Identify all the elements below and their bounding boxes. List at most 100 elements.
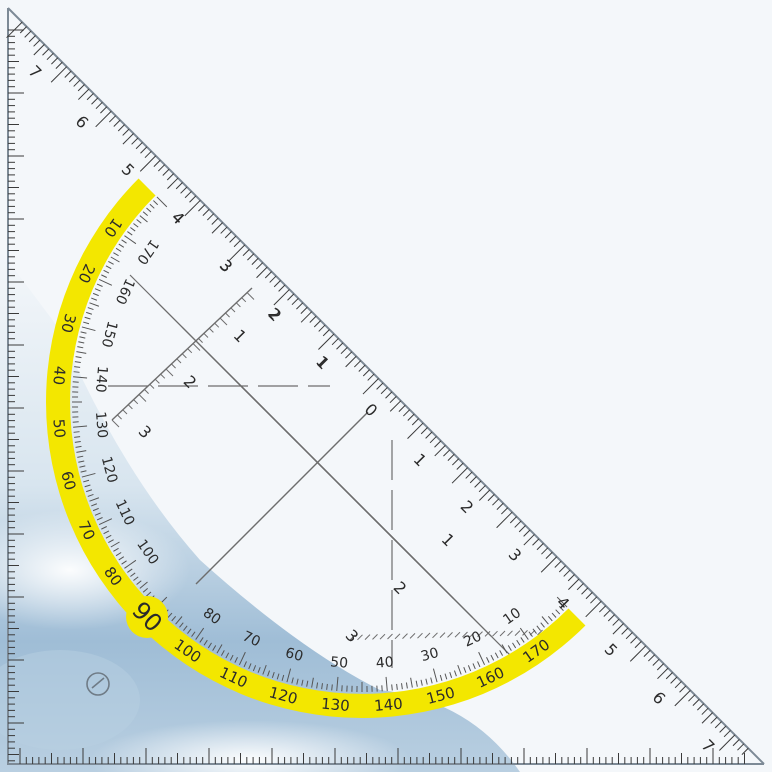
hypotenuse-tick [429,436,437,444]
protractor-tick [130,572,136,577]
protractor-tick [507,645,512,651]
protractor-tick [536,625,541,631]
hypotenuse-tick [184,191,192,199]
hypotenuse-tick [688,694,696,702]
protractor-tick [115,247,122,252]
hypotenuse-tick [536,542,544,551]
hypotenuse-tick [692,698,700,706]
hypotenuse-tick [563,569,571,577]
hypotenuse-tick [496,502,504,510]
hypotenuse-tick [657,667,669,680]
hypotenuse-tick [362,378,379,395]
hypotenuse-tick [532,538,540,546]
hypotenuse-tick [420,427,428,435]
hypotenuse-tick [492,498,500,506]
protractor-tick [547,616,553,622]
hypotenuse-tick [367,373,375,381]
protractor-tick [551,612,557,618]
hypotenuse-tick [425,431,433,439]
protractor-tick [98,278,113,286]
hypotenuse-tick [478,489,491,501]
hypotenuse-tick [300,311,313,323]
protractor-inner-label: 50 [330,654,349,671]
protractor-tick [127,568,133,573]
hypotenuse-tick [247,253,255,261]
protractor-tick [501,644,508,654]
protractor-tick [115,552,122,557]
protractor-tick [187,628,192,634]
protractor-tick [331,684,333,691]
protractor-tick [316,682,319,689]
hypotenuse-tick [28,35,36,43]
protractor-tick [73,371,80,373]
protractor-tick [243,661,247,668]
protractor-tick [113,252,119,257]
protractor-tick [179,622,184,628]
hypotenuse-tick [741,747,749,755]
protractor-tick [385,676,388,691]
protractor-tick [477,661,481,668]
protractor-tick [541,616,549,625]
protractor-tick [306,680,309,687]
hypotenuse-tick [665,672,673,680]
protractor-tick [139,581,148,589]
hypotenuse-tick [73,79,81,87]
hypotenuse-tick [331,338,339,346]
hypotenuse-tick [135,142,143,150]
hypotenuse-tick [269,275,277,283]
protractor-tick [92,507,99,512]
hypotenuse-tick [612,618,620,626]
hypotenuse-tick [487,493,495,502]
protractor-tick [74,441,81,443]
hypotenuse-tick [117,124,125,132]
protractor-tick [336,676,339,691]
protractor-tick [103,530,110,535]
hypotenuse-tick [336,342,344,350]
hypotenuse-tick [389,400,402,412]
protractor-tick [86,311,93,315]
hypotenuse-tick [33,44,45,56]
protractor-tick [78,460,85,463]
hypotenuse-tick [139,155,157,172]
protractor-tick [457,664,462,675]
hypotenuse-tick [674,690,691,707]
protractor-tick [136,580,142,585]
hypotenuse-tick [585,600,602,618]
protractor-tick [199,637,204,643]
logo-icon [86,672,110,696]
hypotenuse-tick [175,182,183,190]
protractor-tick [439,674,443,681]
protractor-tick [124,559,137,569]
protractor-outer-label: 30 [57,312,79,335]
protractor-tick [89,302,100,307]
protractor-tick [80,470,87,473]
hypotenuse-tick [46,52,54,61]
protractor-tick [98,518,113,526]
protractor-tick [153,200,159,206]
hypotenuse-tick [273,280,281,288]
hypotenuse-tick [358,364,366,372]
protractor-tick [83,321,90,325]
protractor-tick [110,256,120,263]
protractor-tick [105,534,112,539]
protractor-tick [146,207,152,213]
protractor-tick [449,671,453,678]
hypotenuse-tick [398,404,406,412]
protractor-tick [94,512,101,516]
hypotenuse-tick [451,467,468,484]
protractor-tick [296,678,299,685]
hypotenuse-tick [228,244,246,261]
protractor-inner-label: 20 [461,628,484,650]
hypotenuse-tick [585,591,593,600]
protractor-tick [234,657,238,663]
protractor-tick [216,644,223,654]
hypotenuse-tick [50,66,68,83]
protractor-tick [472,663,476,670]
protractor-tick [396,683,398,690]
protractor-tick [130,227,136,232]
protractor-tick [410,677,413,688]
protractor-tick [105,265,112,270]
hypotenuse-tick [95,101,103,110]
protractor-tick [494,652,499,659]
protractor-tick [467,665,472,672]
